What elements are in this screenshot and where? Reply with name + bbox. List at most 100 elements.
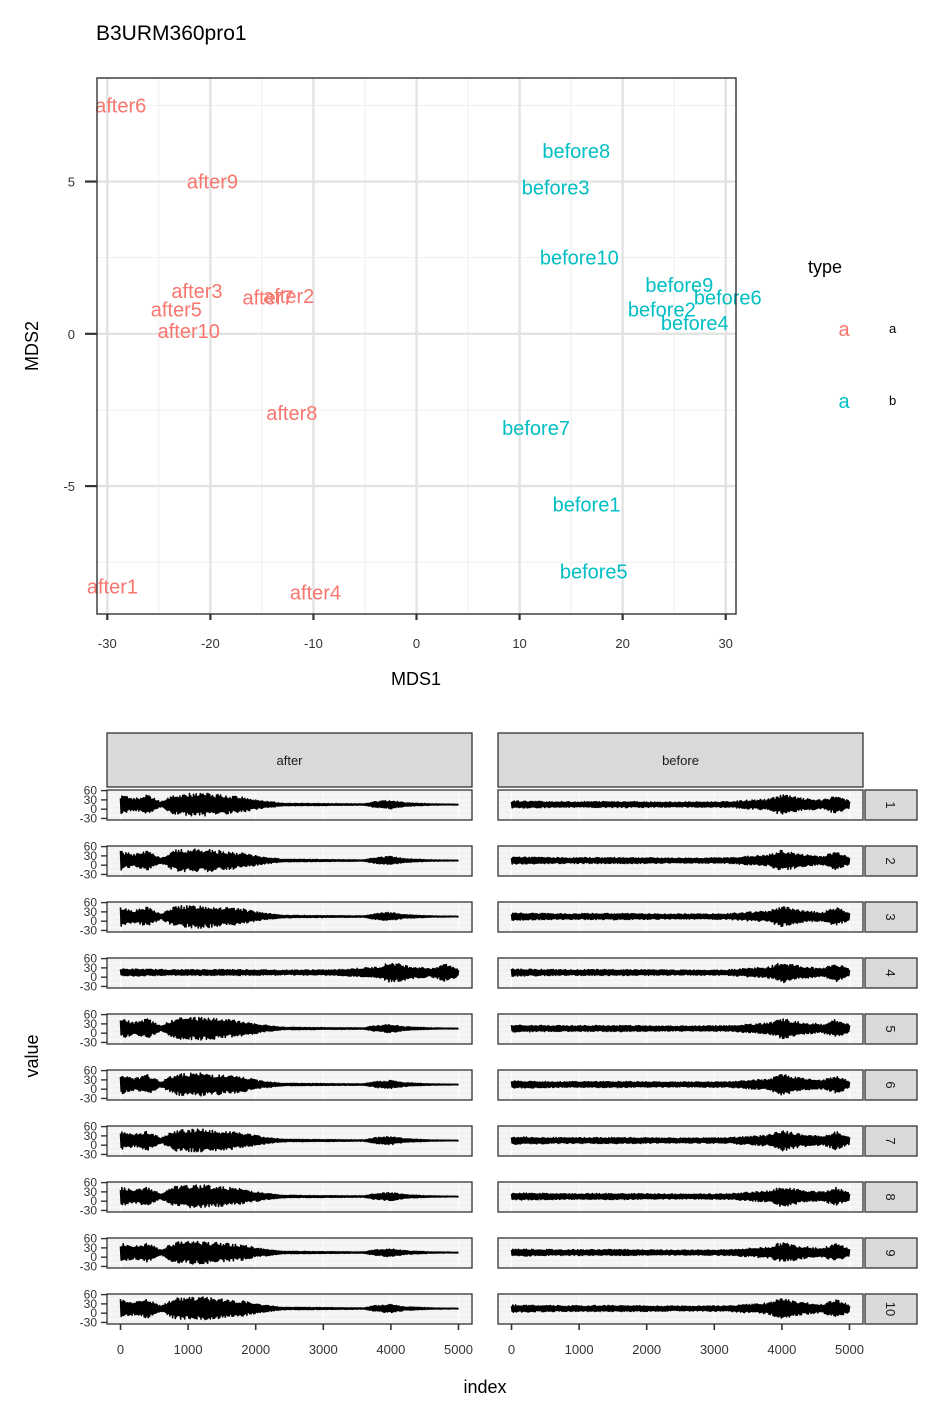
legend-label-0: a [889, 321, 897, 336]
facet-y-tick-label: 30 [84, 1073, 98, 1087]
point-label-after3: after3 [171, 281, 222, 303]
facet-y-tick-label: -30 [80, 1259, 98, 1273]
point-label-before10: before10 [540, 248, 619, 270]
facet-y-tick-label: 30 [84, 905, 98, 919]
facet-y-tick-label: 60 [84, 1008, 98, 1022]
waveform-line [510, 849, 851, 871]
point-label-before5: before5 [560, 561, 628, 583]
facet-row-label: 10 [883, 1302, 898, 1316]
facet-x-tick-label: 4000 [767, 1342, 796, 1357]
facet-row-strip-4 [864, 957, 918, 989]
waveform-line [119, 792, 459, 817]
facet-row-label: 3 [883, 913, 898, 920]
waveform-line [510, 906, 851, 928]
facet-panel-border-after-10 [106, 1293, 473, 1325]
facet-row-strip-6 [864, 1069, 918, 1101]
facet-y-tick-label: 30 [84, 1185, 98, 1199]
point-label-after7: after7 [243, 287, 294, 309]
facet-row-label: 6 [883, 1081, 898, 1088]
facet-y-tick-label: 60 [84, 840, 98, 854]
mds-y-axis-title: MDS2 [22, 321, 42, 371]
facet-row-label: 2 [883, 857, 898, 864]
facet-y-tick-label: 0 [90, 970, 97, 984]
waveform-line [510, 1298, 851, 1319]
x-tick-label: 30 [718, 636, 732, 651]
facet-row-strip-7 [864, 1125, 918, 1157]
waveform-line [510, 1186, 851, 1207]
waveform-line [510, 794, 851, 815]
facet-y-tick-label: 60 [84, 1232, 98, 1246]
facet-y-tick-label: 0 [90, 1082, 97, 1096]
facet-y-tick-label: 30 [84, 961, 98, 975]
point-label-before3: before3 [522, 178, 590, 200]
facet-strip-before [497, 732, 864, 788]
facet-x-tick-label: 5000 [835, 1342, 864, 1357]
waveform-line [119, 962, 460, 983]
point-label-before9: before9 [645, 275, 713, 297]
facet-panel-border-before-9 [497, 1237, 864, 1269]
waveform-line [510, 1018, 851, 1040]
facet-y-tick-label: 30 [84, 793, 98, 807]
facet-y-tick-label: 0 [90, 1138, 97, 1152]
waveform-line [119, 1184, 459, 1209]
facet-y-tick-label: 30 [84, 1017, 98, 1031]
y-tick-label: -5 [63, 479, 75, 494]
facet-y-tick-label: -30 [80, 811, 98, 825]
facet-panel-border-before-2 [497, 845, 864, 877]
facet-y-tick-label: 60 [84, 784, 98, 798]
facet-y-tick-label: 60 [84, 896, 98, 910]
facet-panel-border-before-4 [497, 957, 864, 989]
facet-panel-border-before-7 [497, 1125, 864, 1157]
facet-y-tick-label: 0 [90, 1250, 97, 1264]
mds-x-axis: -30 -20 -10 0 10 20 30 [98, 614, 733, 651]
facet-x-tick-label: 0 [117, 1342, 124, 1357]
waveform-line [510, 1074, 851, 1096]
waveform-line [510, 962, 851, 984]
facet-x-tick-label: 2000 [241, 1342, 270, 1357]
facet-y-tick-label: 0 [90, 1026, 97, 1040]
facet-y-tick-label: -30 [80, 979, 98, 993]
facet-y-tick-label: 60 [84, 1176, 98, 1190]
facet-panel-border-after-6 [106, 1069, 473, 1101]
point-label-before4: before4 [661, 313, 729, 335]
point-label-after2: after2 [263, 286, 314, 308]
facet-row-strip-10 [864, 1293, 918, 1325]
facet-y-tick-label: 30 [84, 1129, 98, 1143]
point-label-before8: before8 [542, 141, 610, 163]
legend-title: type [808, 257, 842, 277]
x-tick-label: -20 [201, 636, 220, 651]
point-label-after9: after9 [187, 172, 238, 194]
facet-x-tick-label: 0 [508, 1342, 515, 1357]
point-label-before6: before6 [694, 287, 762, 309]
waveform-line [119, 1072, 459, 1097]
facet-y-tick-label: 0 [90, 1194, 97, 1208]
facet-y-tick-label: -30 [80, 1035, 98, 1049]
facet-panel-border-after-1 [106, 789, 473, 821]
facet-y-tick-label: 0 [90, 914, 97, 928]
facet-y-tick-label: -30 [80, 1203, 98, 1217]
x-tick-label: 10 [512, 636, 526, 651]
facet-row-label: 4 [883, 969, 898, 976]
facet-y-tick-label: 60 [84, 1064, 98, 1078]
legend-key-1: a [838, 391, 850, 413]
facet-strip-label: before [662, 753, 699, 768]
legend-label-1: b [889, 393, 896, 408]
facet-panel-border-after-4 [106, 957, 473, 989]
facet-x-tick-label: 1000 [174, 1342, 203, 1357]
mds-gridlines [97, 78, 736, 614]
facet-x-axis-title: index [463, 1377, 506, 1397]
facet-y-tick-label: 30 [84, 849, 98, 863]
facet-panel-border-after-8 [106, 1181, 473, 1213]
facet-row-label: 9 [883, 1249, 898, 1256]
facet-x-tick-label: 2000 [632, 1342, 661, 1357]
facet-row-strip-3 [864, 901, 918, 933]
point-label-after6: after6 [95, 95, 146, 117]
facet-row-strip-2 [864, 845, 918, 877]
facet-panel-border-before-8 [497, 1181, 864, 1213]
waveform-line [119, 905, 459, 929]
facet-y-tick-label: 0 [90, 802, 97, 816]
point-label-after10: after10 [158, 321, 220, 343]
facet-row-label: 8 [883, 1193, 898, 1200]
point-label-after8: after8 [266, 403, 317, 425]
